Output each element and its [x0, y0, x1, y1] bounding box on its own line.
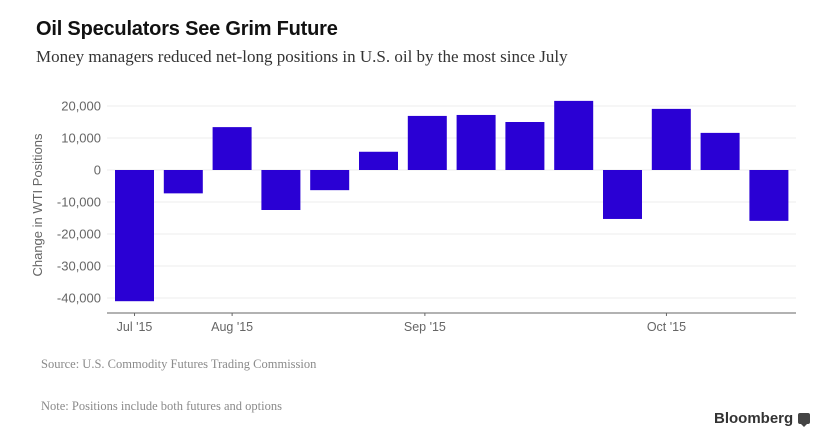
y-tick-label: -20,000	[57, 227, 101, 242]
bloomberg-logo: Bloomberg	[714, 410, 811, 427]
bar	[505, 122, 545, 170]
gridlines	[107, 105, 796, 299]
brand-name: Bloomberg	[714, 410, 794, 427]
x-tick-label: Aug '15	[211, 320, 253, 334]
bar	[749, 170, 789, 221]
bar	[700, 132, 740, 170]
bar	[261, 170, 301, 210]
x-tick-label: Sep '15	[404, 320, 446, 334]
bar	[212, 127, 252, 170]
y-tick-label: 10,000	[61, 131, 101, 146]
footnote: Note: Positions include both futures and…	[41, 399, 282, 413]
y-axis-label: Change in WTI Positions	[30, 133, 45, 277]
x-axis-ticks: Jul '15 Aug '15 Sep '15 Oct '15	[117, 313, 686, 334]
bar	[456, 114, 496, 170]
bars	[115, 100, 789, 302]
y-tick-label: 20,000	[61, 99, 101, 114]
y-axis-ticks: 20,000 10,000 0 -10,000 -20,000 -30,000 -40,00…	[57, 99, 101, 306]
source-note: Source: U.S. Commodity Futures Trading C…	[41, 357, 317, 371]
bar	[310, 170, 350, 191]
x-tick-label: Oct '15	[647, 320, 686, 334]
y-tick-label: -30,000	[57, 259, 101, 274]
y-tick-label: 0	[94, 163, 101, 178]
bar	[407, 115, 447, 170]
bar	[359, 151, 398, 170]
y-tick-label: -10,000	[57, 195, 101, 210]
bar	[651, 108, 691, 170]
x-tick-label: Jul '15	[117, 320, 153, 334]
chart-title: Oil Speculators See Grim Future	[36, 18, 338, 40]
bar	[115, 170, 154, 302]
y-tick-label: -40,000	[57, 291, 101, 306]
bar	[163, 170, 203, 194]
bar	[603, 170, 642, 219]
bloomberg-speech-bubble-icon	[798, 413, 811, 427]
bar	[554, 100, 594, 170]
chart-subtitle: Money managers reduced net-long position…	[36, 47, 568, 66]
